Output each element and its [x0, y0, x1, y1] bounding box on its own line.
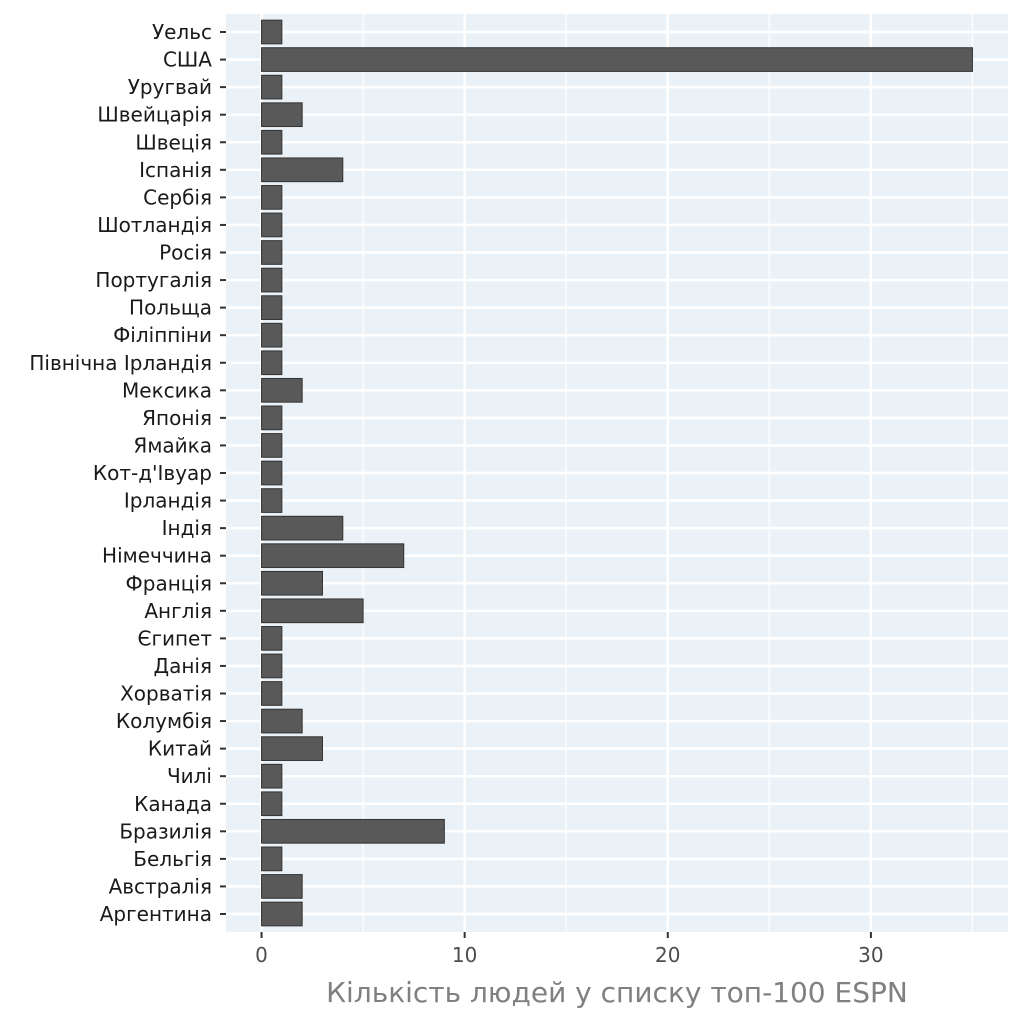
- bar: [261, 570, 323, 596]
- bar: [261, 626, 283, 651]
- bar: [261, 488, 283, 513]
- bar: [261, 681, 283, 706]
- bar: [261, 763, 283, 789]
- x-tick-label: 30: [858, 943, 883, 967]
- bar: [261, 736, 323, 761]
- x-axis-title: Кількість людей у списку топ-100 ESPN: [326, 976, 908, 1009]
- bar: [261, 102, 303, 128]
- category-label: Північна Ірландія: [29, 351, 212, 375]
- bar: [261, 185, 283, 210]
- bar: [261, 157, 344, 183]
- bar: [261, 350, 283, 376]
- bar: [261, 460, 283, 486]
- bar: [261, 240, 283, 265]
- category-label: Уельс: [152, 20, 212, 44]
- bar: [261, 543, 405, 569]
- bar: [261, 515, 344, 541]
- category-label: Філіппіни: [113, 323, 212, 347]
- bar: [261, 212, 283, 238]
- bar: [261, 708, 303, 734]
- category-label: Чилі: [167, 764, 212, 788]
- category-label: Росія: [159, 241, 212, 265]
- category-label: Уругвай: [128, 75, 212, 99]
- category-label: Бразилія: [119, 819, 212, 843]
- category-label: Іспанія: [139, 158, 212, 182]
- bar: [261, 19, 283, 45]
- category-label: Німеччина: [102, 544, 212, 568]
- x-tick-label: 20: [655, 943, 680, 967]
- category-label: Колумбія: [116, 709, 212, 733]
- bar: [261, 295, 283, 320]
- bar: [261, 653, 283, 679]
- bar: [261, 818, 445, 844]
- bar: [261, 791, 283, 817]
- bar: [261, 129, 283, 155]
- x-tick-label: 10: [452, 943, 477, 967]
- category-label: Ямайка: [133, 433, 212, 457]
- category-label: Португалія: [95, 268, 212, 292]
- bar: [261, 74, 283, 100]
- bar: [261, 874, 303, 899]
- category-label: Кот-д'Івуар: [93, 461, 212, 485]
- category-label: Мексика: [122, 378, 212, 402]
- category-label: Аргентина: [100, 902, 212, 926]
- bar: [261, 47, 973, 72]
- category-label: Китай: [148, 737, 212, 761]
- bar: [261, 598, 364, 624]
- bar: [261, 405, 283, 431]
- bar: [261, 433, 283, 458]
- category-label: Ірландія: [124, 489, 212, 513]
- category-label: Японія: [142, 406, 212, 430]
- category-label: Індія: [162, 516, 212, 540]
- x-tick-label: 0: [255, 943, 268, 967]
- category-label: Бельгія: [133, 847, 212, 871]
- category-label: Франція: [126, 571, 212, 595]
- category-label: Англія: [144, 599, 212, 623]
- category-label: США: [163, 48, 212, 72]
- category-label: Австралія: [109, 874, 212, 898]
- bar: [261, 322, 283, 348]
- category-label: Данія: [153, 654, 212, 678]
- y-axis: Уельс США Уругвай Швейцарія Швеція Іспанія Сер…: [29, 20, 226, 926]
- category-label: Сербія: [143, 185, 212, 209]
- category-label: Єгипет: [137, 626, 212, 650]
- bar: [261, 846, 283, 872]
- category-label: Швейцарія: [97, 103, 212, 127]
- category-label: Польща: [129, 296, 212, 320]
- bars: [261, 19, 973, 927]
- category-label: Шотландія: [97, 213, 212, 237]
- category-label: Швеція: [135, 130, 212, 154]
- category-label: Хорватія: [120, 682, 212, 706]
- bar: [261, 377, 303, 403]
- x-axis: 0 10 20 30: [255, 932, 884, 967]
- category-label: Канада: [134, 792, 212, 816]
- bar: [261, 901, 303, 927]
- bar: [261, 267, 283, 293]
